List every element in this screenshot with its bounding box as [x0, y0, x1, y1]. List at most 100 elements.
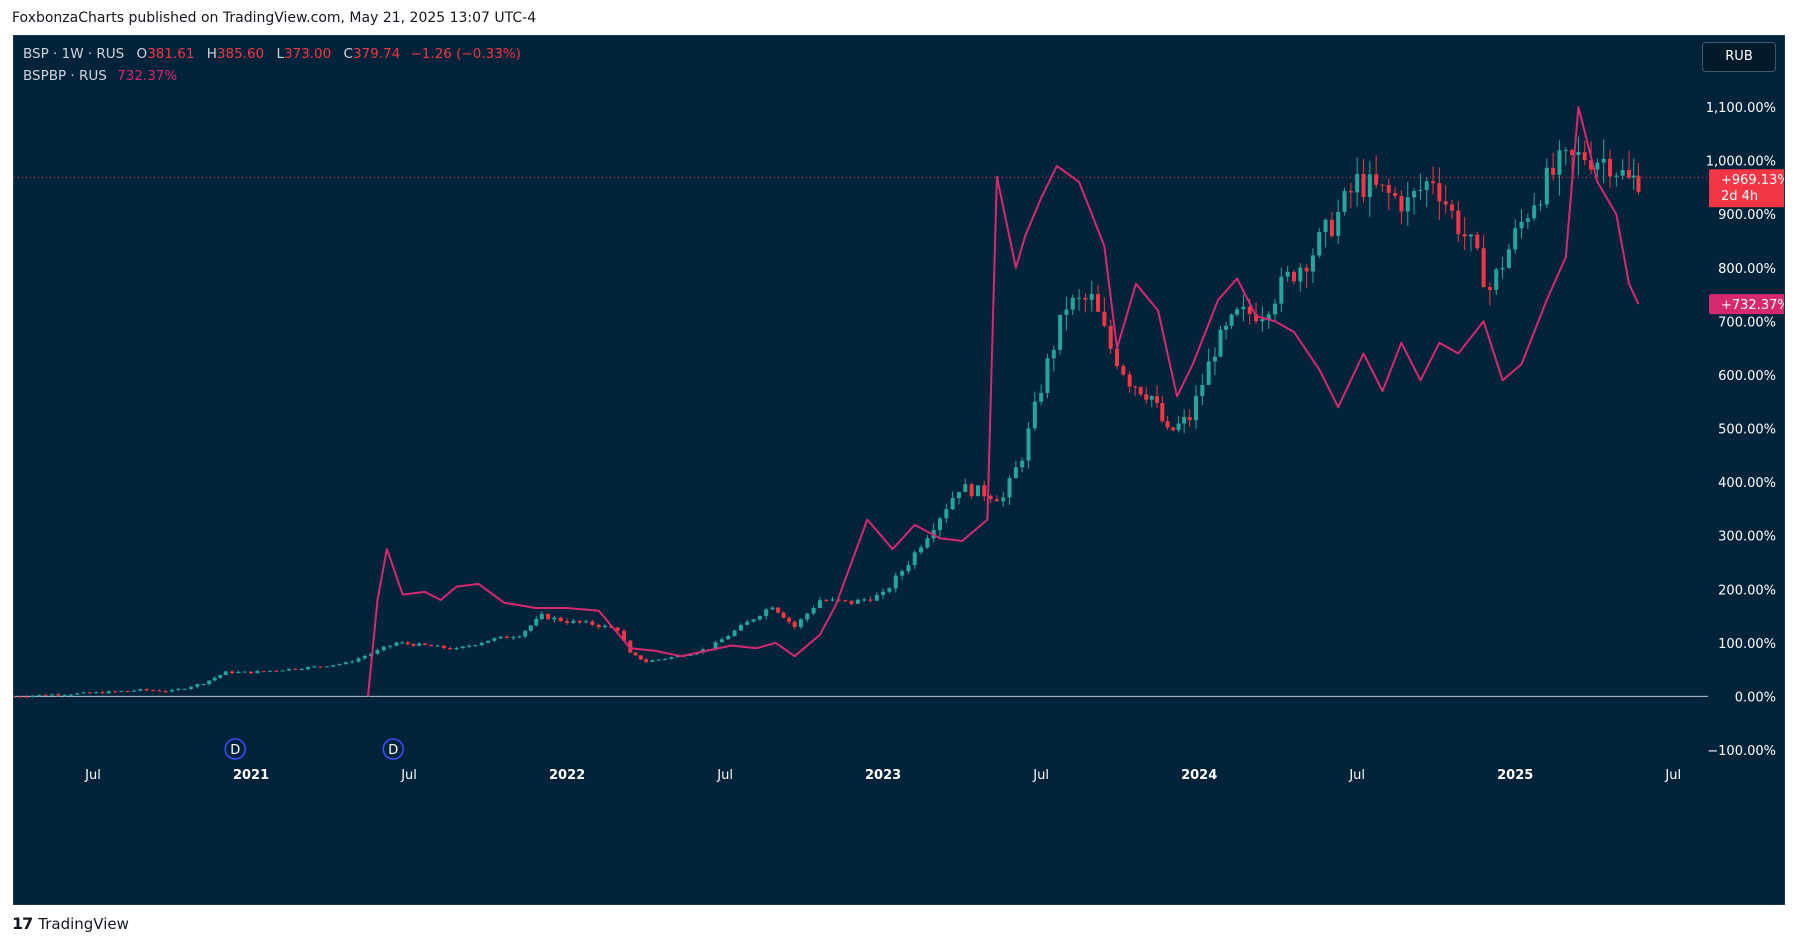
x-tick-label: Jul — [1032, 768, 1049, 783]
candle-body — [343, 662, 348, 665]
x-tick-label: 2023 — [865, 768, 901, 783]
candle-body — [792, 621, 797, 627]
candle-body — [236, 671, 241, 674]
legend-compare-symbol[interactable]: BSPBP · RUS — [23, 68, 107, 84]
legend-low-value: 373.00 — [283, 46, 332, 62]
legend-symbol[interactable]: BSP · 1W · RUS — [23, 46, 125, 62]
candle-body — [176, 688, 181, 691]
candle-body — [988, 496, 993, 500]
candle-body — [517, 636, 522, 638]
candle-body — [956, 492, 961, 499]
x-tick-label: Jul — [716, 768, 733, 783]
candle-body — [528, 625, 533, 631]
candle-body — [1165, 421, 1170, 428]
candle-body — [286, 668, 291, 671]
candle-body — [855, 599, 860, 604]
candle-body — [1595, 162, 1600, 170]
candle-body — [893, 575, 898, 589]
candle-body — [230, 671, 235, 674]
candle-body — [293, 668, 298, 670]
candle-body — [656, 659, 661, 661]
candle-body — [1380, 184, 1385, 186]
chart-panel[interactable]: 1,100.00% 1,000.00% 900.00% 800.00% 700.00% 6… — [13, 35, 1785, 905]
candle-body — [113, 691, 118, 693]
candle-body — [1614, 175, 1619, 177]
legend-change: −1.26 (−0.33%) — [410, 46, 521, 62]
compare-price-label-bg — [1709, 294, 1784, 315]
candle-body — [584, 621, 589, 623]
candle-body — [1176, 423, 1181, 431]
candle-body — [1160, 402, 1165, 422]
x-tick-label: Jul — [400, 768, 417, 783]
candle-body — [925, 538, 930, 548]
candle-body — [787, 617, 792, 622]
candle-body — [1077, 297, 1082, 299]
candle-body — [1437, 183, 1442, 202]
candle-body — [1620, 169, 1625, 176]
legend-open-key: O — [136, 46, 148, 62]
candle-body — [1224, 325, 1229, 330]
candle-body — [770, 607, 775, 610]
candle-body — [1083, 297, 1088, 300]
candle-body — [1544, 167, 1549, 205]
candle-body — [919, 547, 924, 553]
candle-body — [1443, 201, 1448, 205]
candle-body — [757, 616, 762, 620]
x-tick-label: 2021 — [233, 768, 269, 783]
dividend-marker-label: D — [388, 743, 398, 758]
candle-body — [994, 499, 999, 502]
candle-body — [1386, 185, 1391, 194]
candle-body — [157, 690, 162, 692]
candle-body — [1374, 174, 1379, 185]
candle-body — [1506, 249, 1511, 268]
candle-body — [663, 658, 668, 660]
candle-body — [486, 640, 491, 643]
candle-body — [492, 638, 497, 641]
candle-body — [1070, 297, 1075, 310]
candle-body — [571, 620, 576, 623]
candle-body — [1513, 228, 1518, 250]
candle-body — [1418, 189, 1423, 192]
candle-body — [18, 696, 23, 698]
candle-body — [1456, 210, 1461, 235]
candle-body — [1121, 365, 1126, 375]
candle-body — [830, 599, 835, 601]
candle-body — [638, 655, 643, 660]
candle-body — [811, 607, 816, 614]
candle-body — [1532, 205, 1537, 219]
candle-body — [577, 620, 582, 623]
x-tick-label: Jul — [1348, 768, 1365, 783]
candle-body — [1601, 158, 1606, 163]
candle-body — [1636, 175, 1641, 192]
candle-body — [874, 595, 879, 601]
legend-high-value: 385.60 — [216, 46, 265, 62]
currency-button[interactable]: RUB — [1702, 42, 1776, 72]
candle-body — [650, 660, 655, 662]
candle-body — [417, 643, 422, 646]
chart-canvas[interactable]: 1,100.00% 1,000.00% 900.00% 800.00% 700.00% 6… — [14, 36, 1784, 904]
candle-body — [331, 665, 336, 667]
candle-body — [94, 692, 99, 694]
candle-body — [1241, 306, 1246, 310]
candle-body — [56, 694, 61, 696]
y-tick-label: 100.00% — [1718, 637, 1776, 652]
candle-body — [375, 650, 380, 654]
candle-body — [1317, 232, 1322, 256]
candle-body — [1247, 306, 1252, 314]
candle-body — [1235, 309, 1240, 315]
candle-body — [982, 485, 987, 497]
tradingview-logo[interactable]: 17 TradingView — [12, 914, 129, 933]
y-tick-label: 600.00% — [1718, 369, 1776, 384]
candle-body — [552, 617, 557, 620]
candle-body — [781, 612, 786, 618]
candle-body — [732, 630, 737, 637]
candle-body — [615, 627, 620, 631]
candle-body — [207, 680, 212, 685]
candle-body — [242, 671, 247, 673]
candle-body — [1200, 384, 1205, 396]
candle-body — [119, 690, 124, 692]
candle-body — [975, 485, 980, 497]
candle-body — [1229, 314, 1234, 326]
candle-body — [764, 609, 769, 617]
candle-body — [1206, 361, 1211, 385]
